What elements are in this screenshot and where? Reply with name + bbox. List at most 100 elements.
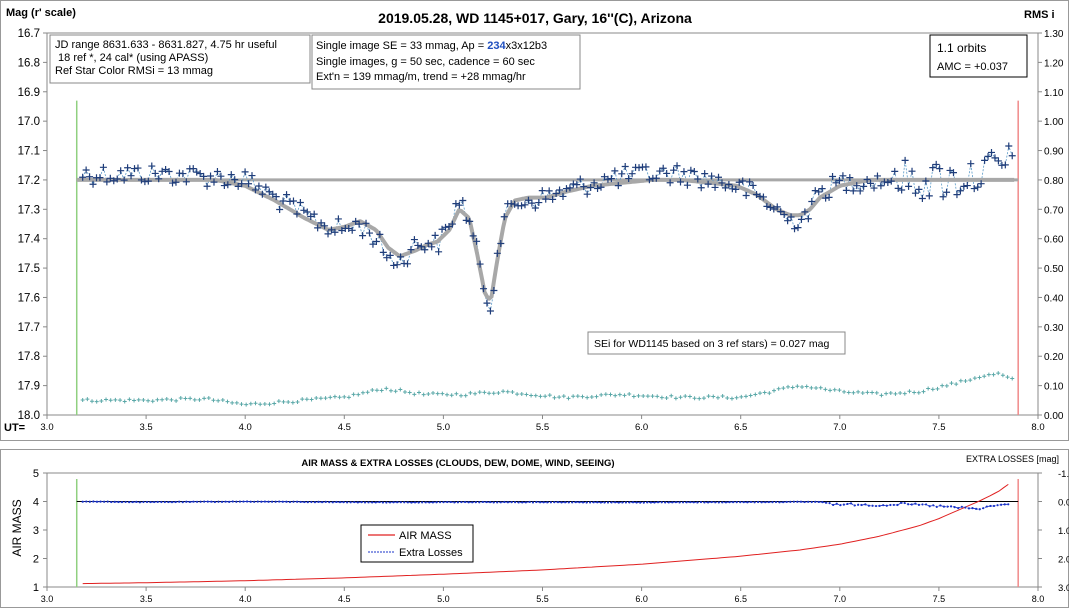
observation-point bbox=[362, 219, 370, 227]
bottom-y-tick-label: 2 bbox=[33, 554, 39, 566]
extra-losses-point bbox=[585, 501, 588, 504]
top-y2-tick-label: 0.40 bbox=[1044, 293, 1064, 304]
observation-point bbox=[224, 181, 232, 189]
extra-losses-point bbox=[596, 501, 599, 504]
rms-point bbox=[687, 394, 692, 399]
extra-losses-point bbox=[656, 501, 660, 504]
rms-point bbox=[519, 392, 524, 397]
extra-losses-point bbox=[710, 500, 713, 504]
observation-point bbox=[490, 286, 498, 294]
observation-point bbox=[321, 222, 329, 230]
rms-point bbox=[912, 390, 917, 395]
extra-losses-point bbox=[388, 501, 392, 504]
extra-losses-point bbox=[285, 500, 288, 503]
extra-losses-point bbox=[160, 500, 163, 504]
observation-point bbox=[113, 175, 121, 183]
top-plot-area bbox=[46, 32, 1039, 416]
observation-point bbox=[262, 183, 270, 191]
extra-losses-point bbox=[581, 501, 585, 504]
extra-losses-point bbox=[671, 501, 674, 504]
rms-point bbox=[258, 402, 263, 407]
extra-losses-point bbox=[453, 501, 456, 504]
bottom-y-tick-label: 4 bbox=[33, 497, 39, 509]
bottom-y2-tick-label: 1.0 bbox=[1058, 526, 1069, 537]
bottom-x-tick-label: 8.0 bbox=[1032, 594, 1045, 604]
extra-losses-point bbox=[446, 500, 449, 504]
rms-point bbox=[346, 395, 351, 400]
rms-point bbox=[814, 386, 819, 391]
rms-point bbox=[118, 398, 123, 403]
observation-point bbox=[759, 193, 767, 201]
rms-point bbox=[286, 400, 291, 405]
observation-point bbox=[213, 168, 221, 176]
observation-point bbox=[89, 180, 97, 188]
top-y2-tick-label: 0.90 bbox=[1044, 147, 1064, 158]
extra-losses-point bbox=[399, 501, 402, 504]
observation-point bbox=[272, 193, 280, 201]
rms-point bbox=[80, 397, 85, 402]
observation-point bbox=[179, 170, 187, 178]
info-jd-line-1: JD range 8631.633 - 8631.827, 4.75 hr us… bbox=[55, 39, 277, 51]
extra-losses-point bbox=[628, 501, 631, 504]
observation-point bbox=[659, 164, 667, 172]
observation-point bbox=[849, 187, 857, 195]
extra-losses-point bbox=[660, 501, 663, 504]
rms-point bbox=[328, 395, 333, 400]
extra-losses-point bbox=[649, 501, 652, 504]
observation-point bbox=[735, 178, 743, 186]
extra-losses-point bbox=[842, 503, 845, 506]
extra-losses-point bbox=[88, 500, 91, 503]
observation-point bbox=[794, 224, 802, 232]
observation-point bbox=[621, 163, 629, 171]
rms-point bbox=[136, 397, 141, 402]
rms-point bbox=[589, 394, 594, 399]
observation-point bbox=[804, 215, 812, 223]
observation-point bbox=[566, 184, 574, 192]
extra-losses-point bbox=[381, 501, 384, 504]
observation-point bbox=[732, 185, 740, 193]
extra-losses-point bbox=[892, 503, 896, 507]
observation-point bbox=[483, 299, 491, 307]
rms-point bbox=[622, 393, 627, 398]
rms-point bbox=[557, 395, 562, 400]
rms-point bbox=[809, 385, 814, 390]
extra-losses-point bbox=[342, 501, 345, 504]
extra-losses-point bbox=[771, 501, 774, 504]
extra-losses-point bbox=[163, 500, 166, 504]
rms-point bbox=[790, 385, 795, 390]
rms-point bbox=[174, 398, 179, 403]
extra-losses-point bbox=[789, 500, 792, 503]
observation-point bbox=[165, 168, 173, 176]
observation-point bbox=[207, 172, 215, 180]
extra-losses-point bbox=[438, 501, 442, 504]
extra-losses-point bbox=[317, 500, 320, 503]
rms-point bbox=[533, 393, 538, 398]
top-y2-tick-label: 0.30 bbox=[1044, 323, 1064, 334]
rms-point bbox=[823, 387, 828, 392]
extra-losses-point bbox=[474, 501, 477, 504]
extra-losses-point bbox=[860, 503, 863, 507]
observation-point bbox=[673, 162, 681, 170]
bottom-x-tick-label: 6.5 bbox=[734, 594, 747, 604]
extra-losses-point bbox=[421, 501, 424, 504]
extra-losses-point bbox=[617, 501, 620, 504]
observation-point bbox=[801, 208, 809, 216]
observation-point bbox=[939, 193, 947, 201]
rms-point bbox=[804, 384, 809, 389]
orbits-label: 1.1 orbits bbox=[937, 41, 986, 55]
top-y-tick-label: 17.5 bbox=[18, 263, 40, 275]
observation-point bbox=[590, 179, 598, 187]
observation-point bbox=[974, 183, 982, 191]
observation-point bbox=[908, 167, 916, 175]
observation-point bbox=[953, 191, 961, 199]
observation-point bbox=[573, 181, 581, 189]
rms-point bbox=[449, 393, 454, 398]
top-y-tick-label: 18.0 bbox=[18, 410, 40, 422]
observation-point bbox=[652, 174, 660, 182]
extra-losses-point bbox=[188, 500, 191, 504]
extra-losses-point bbox=[321, 501, 324, 504]
observation-point bbox=[842, 186, 850, 194]
extra-losses-point bbox=[982, 507, 985, 510]
observation-point bbox=[967, 160, 975, 168]
extra-losses-point bbox=[496, 501, 499, 504]
